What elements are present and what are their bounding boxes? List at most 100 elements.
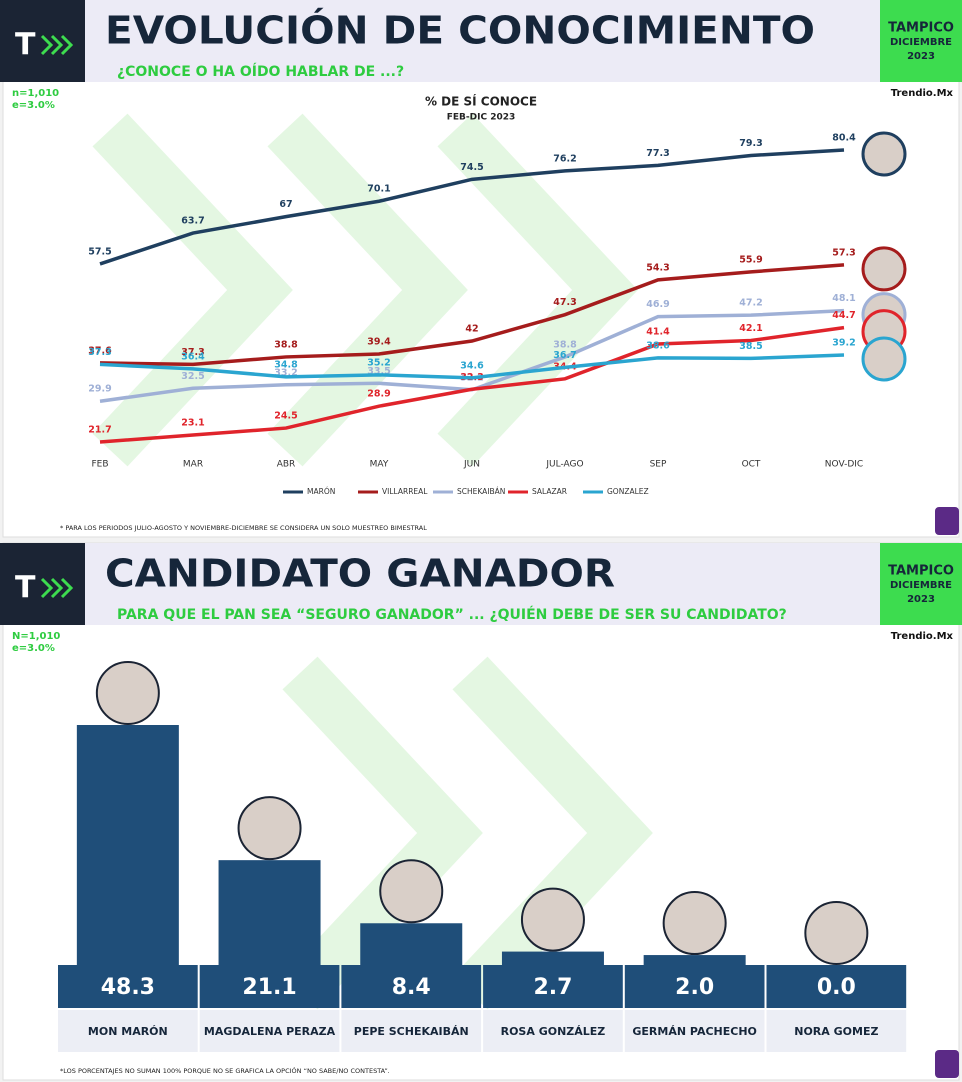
- x-tick-label: MAY: [370, 460, 389, 470]
- data-label: 47.3: [553, 297, 576, 308]
- legend-label: VILLARREAL: [382, 487, 428, 496]
- data-label: 23.1: [181, 418, 204, 429]
- chart-title: % DE SÍ CONOCE: [425, 94, 537, 109]
- data-label: 24.5: [274, 411, 297, 422]
- name-cell: [58, 1010, 198, 1052]
- category-label: NORA GOMEZ: [794, 1025, 878, 1038]
- logo-box: [0, 543, 85, 625]
- category-label: MAGDALENA PERAZA: [204, 1025, 336, 1038]
- data-label: 36.7: [553, 350, 576, 361]
- sample-size: n=1,010: [12, 88, 59, 99]
- category-label: GERMÁN PACHECHO: [632, 1025, 757, 1038]
- background-chevron: [92, 113, 293, 467]
- logo-box: [0, 0, 85, 82]
- category-label: MON MARÓN: [88, 1025, 168, 1038]
- series-line: [99, 325, 845, 444]
- data-label: 34.8: [274, 359, 298, 370]
- data-label: 76.2: [553, 153, 576, 164]
- data-label: 77.3: [646, 148, 669, 159]
- header-title: EVOLUCIÓN DE CONOCIMIENTO: [105, 9, 815, 53]
- value-label: 2.0: [675, 975, 714, 1000]
- bar: [218, 860, 321, 965]
- chart-subtitle: FEB-DIC 2023: [447, 113, 516, 123]
- value-label: 48.3: [101, 975, 155, 1000]
- data-label: 42: [465, 324, 478, 335]
- badge-line: DICIEMBRE: [890, 37, 952, 48]
- data-label: 54.3: [646, 262, 669, 273]
- series-line: [99, 353, 845, 380]
- candidate-photo: [379, 859, 444, 924]
- badge-line: DICIEMBRE: [890, 580, 952, 591]
- data-label: 80.4: [832, 133, 856, 144]
- legend-label: GONZALEZ: [607, 487, 649, 496]
- x-tick-label: JUL-AGO: [545, 460, 583, 470]
- background-chevron: [437, 113, 638, 467]
- background-chevron: [282, 656, 483, 1010]
- error-margin: e=3.0%: [12, 643, 55, 654]
- candidate-photo: [861, 131, 907, 177]
- name-cell: [199, 1010, 340, 1052]
- badge: [880, 543, 962, 625]
- value-label: 2.7: [533, 975, 572, 1000]
- x-tick-label: OCT: [742, 460, 761, 470]
- legend-label: SCHEKAIBÁN: [457, 487, 505, 496]
- error-margin: e=3.0%: [12, 100, 55, 111]
- data-label: 36.4: [181, 351, 205, 362]
- candidate-photo: [804, 901, 869, 965]
- value-cell: [199, 965, 340, 1008]
- data-label: 55.9: [739, 254, 762, 265]
- data-label: 35.2: [367, 357, 390, 368]
- bar: [360, 923, 463, 965]
- data-label: 63.7: [181, 216, 204, 227]
- logo-chevrons: [40, 577, 74, 599]
- category-label: PEPE SCHEKAIBÁN: [354, 1025, 469, 1038]
- hand-icon: [935, 1050, 959, 1078]
- candidate-photo: [662, 891, 727, 956]
- sample-size: N=1,010: [12, 631, 60, 642]
- logo: T: [15, 28, 36, 63]
- data-label: 38.5: [739, 341, 762, 352]
- data-label: 28.9: [367, 389, 390, 400]
- background-chevron: [452, 656, 653, 1010]
- data-label: 44.7: [832, 310, 855, 321]
- data-label: 37.3: [88, 347, 111, 358]
- data-label: 29.9: [88, 384, 111, 395]
- badge-line: 2023: [907, 594, 935, 605]
- data-label: 74.5: [460, 162, 483, 173]
- value-label: 0.0: [817, 975, 856, 1000]
- source: Trendio.Mx: [891, 88, 954, 99]
- data-label: 42.1: [739, 323, 762, 334]
- data-label: 70.1: [367, 184, 390, 195]
- x-tick-label: FEB: [91, 460, 108, 470]
- header-title: CANDIDATO GANADOR: [105, 552, 615, 596]
- legend-label: SALAZAR: [532, 487, 567, 496]
- data-label: 38.6: [646, 340, 670, 351]
- data-label: 39.2: [832, 337, 855, 348]
- value-label: 8.4: [392, 975, 431, 1000]
- data-label: 32.5: [181, 371, 204, 382]
- data-label: 46.9: [646, 299, 669, 310]
- data-label: 38.8: [553, 339, 577, 350]
- footnote: *LOS PORCENTAJES NO SUMAN 100% PORQUE NO…: [60, 1066, 390, 1075]
- logo-chevrons: [40, 34, 74, 56]
- hand-icon: [935, 507, 959, 535]
- data-label: 38.8: [274, 339, 298, 350]
- badge-line: TAMPICO: [888, 564, 954, 579]
- series-line: [99, 263, 845, 367]
- data-label: 37.3: [181, 347, 204, 358]
- badge-line: TAMPICO: [888, 21, 954, 36]
- data-label: 57.5: [88, 246, 111, 257]
- data-label: 79.3: [739, 138, 762, 149]
- category-label: ROSA GONZÁLEZ: [501, 1025, 606, 1038]
- value-cell: [624, 965, 765, 1008]
- candidate-photo: [237, 796, 302, 861]
- data-label: 41.4: [646, 327, 670, 338]
- value-cell: [58, 965, 198, 1008]
- data-label: 33.2: [274, 367, 297, 378]
- badge-line: 2023: [907, 51, 935, 62]
- x-tick-label: JUN: [463, 460, 480, 470]
- data-label: 33.5: [367, 366, 390, 377]
- bar: [501, 951, 604, 965]
